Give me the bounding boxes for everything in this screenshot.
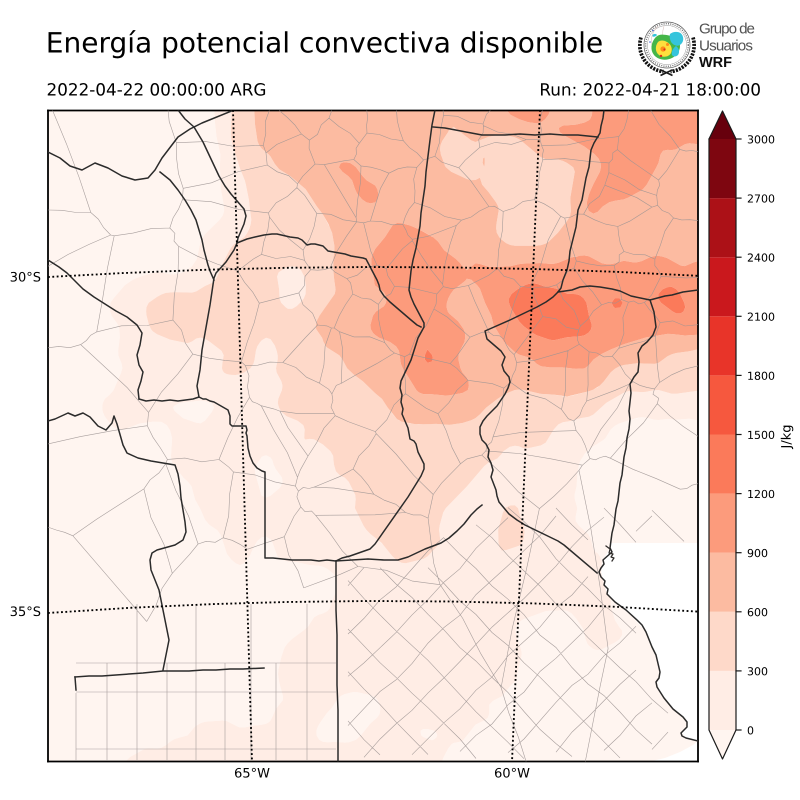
svg-text:Grupo de: Grupo de [699, 21, 755, 38]
svg-text:WRF: WRF [699, 55, 732, 71]
svg-text:Usuarios: Usuarios [699, 38, 753, 55]
